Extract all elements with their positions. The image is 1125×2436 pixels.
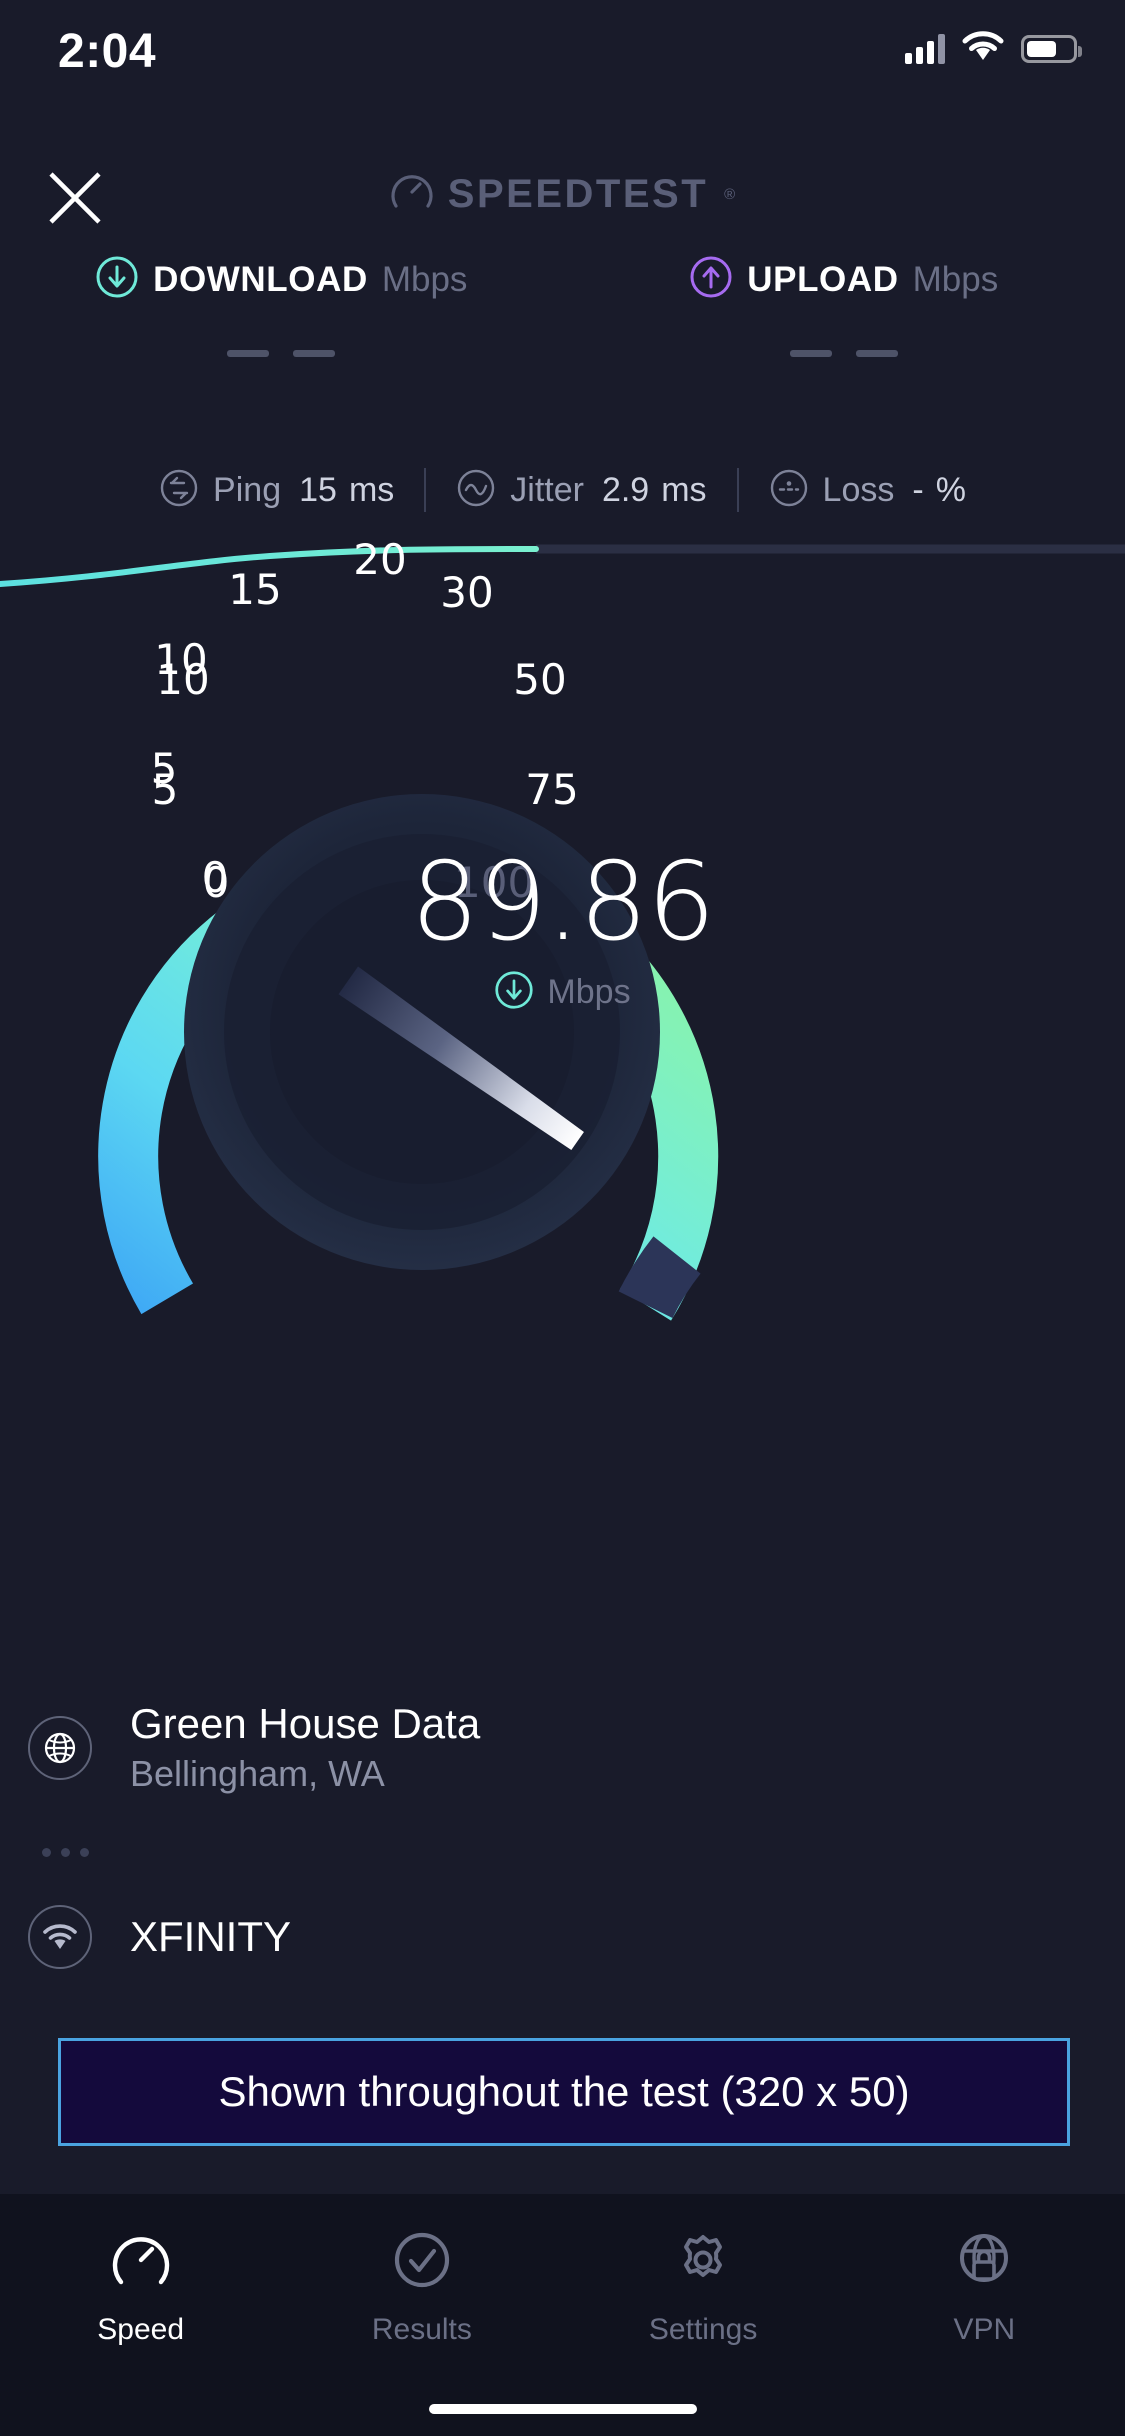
speedometer-icon — [109, 2228, 173, 2297]
globe-icon — [28, 1715, 92, 1780]
tab-speed[interactable]: Speed — [0, 2228, 281, 2347]
close-icon[interactable] — [45, 168, 105, 228]
brand-trademark: ® — [724, 186, 736, 203]
wifi-icon — [961, 30, 1005, 67]
metric-ping-unit: ms — [348, 470, 395, 509]
gauge-tick-0: 0 — [202, 853, 229, 902]
measurement-values — [0, 350, 1125, 357]
download-arrow-icon — [95, 255, 139, 304]
server-location: Bellingham, WA — [130, 1753, 385, 1795]
tab-results-label: Results — [371, 2313, 472, 2346]
ping-icon — [159, 468, 199, 513]
speedtest-gauge-logo-icon — [390, 170, 434, 219]
status-time: 2:04 — [58, 25, 157, 78]
ad-banner-text: Shown throughout the test (320 x 50) — [218, 2068, 910, 2115]
metric-loss-label: Loss — [822, 470, 895, 509]
ad-banner[interactable]: Shown throughout the test (320 x 50) — [58, 2038, 1070, 2146]
isp-name: XFINITY — [130, 1912, 292, 1960]
status-bar: 2:04 — [0, 0, 1125, 120]
gauge-tick-10: 10 — [154, 635, 207, 684]
bottom-tab-bar: Speed Results Settings — [0, 2194, 1125, 2436]
measurement-headers: DOWNLOAD Mbps UPLOAD Mbps — [0, 255, 1125, 304]
metric-jitter-label: Jitter — [510, 470, 584, 509]
gauge-tick-label: 30 — [440, 568, 494, 617]
metric-jitter-unit: ms — [661, 470, 707, 509]
metric-ping-value: 15 — [299, 470, 337, 509]
metric-loss-value: - — [912, 470, 924, 509]
metric-ping: Ping 15 ms — [129, 468, 424, 513]
gauge-arc-remainder — [618, 1236, 701, 1319]
gauge-tick-label: 5 — [151, 765, 179, 814]
server-text-block: Green House Data Bellingham, WA — [130, 1700, 480, 1795]
tab-speed-label: Speed — [97, 2313, 184, 2346]
server-row[interactable]: Green House Data Bellingham, WA — [28, 1700, 480, 1795]
more-dots-icon[interactable] — [42, 1848, 89, 1857]
upload-label: UPLOAD — [747, 259, 899, 299]
download-unit: Mbps — [381, 259, 468, 299]
upload-header: UPLOAD Mbps — [563, 255, 1125, 304]
upload-value-placeholder — [563, 350, 1125, 357]
download-header: DOWNLOAD Mbps — [0, 255, 563, 304]
gauge-unit-label: Mbps — [547, 973, 631, 1011]
vpn-globe-lock-icon — [952, 2228, 1016, 2297]
gear-icon — [671, 2228, 735, 2297]
isp-row[interactable]: XFINITY — [28, 1905, 291, 1969]
server-name: Green House Data — [130, 1700, 481, 1747]
gauge-tick-5: 5 — [151, 744, 178, 793]
gauge-tick-label: 10 — [156, 655, 210, 704]
cellular-signal-icon — [905, 33, 945, 64]
upload-arrow-icon — [689, 255, 733, 304]
gauge-tick-label: 20 — [353, 535, 407, 584]
wifi-icon — [28, 1905, 92, 1969]
tab-settings[interactable]: Settings — [563, 2228, 844, 2347]
gauge-tick-label: 15 — [228, 565, 282, 614]
metric-loss: Loss - % — [739, 468, 996, 513]
metric-divider — [736, 468, 739, 512]
test-progress-graph — [0, 518, 1125, 598]
status-indicators — [905, 30, 1082, 67]
network-metrics: Ping 15 ms Jitter 2.9 ms — [0, 455, 1125, 525]
jitter-icon — [456, 468, 496, 513]
metric-divider — [424, 468, 427, 512]
speed-gauge: 0 5 10 15 20 15 30 10 50 5 75 0 100 89.8… — [0, 535, 1125, 1500]
metric-jitter-value: 2.9 — [601, 470, 650, 509]
progress-line — [0, 546, 539, 587]
brand-name: SPEEDTEST — [447, 172, 709, 216]
gauge-speed-value: 89.86 — [410, 840, 715, 965]
metric-jitter: Jitter 2.9 ms — [426, 468, 736, 513]
gauge-needle — [338, 966, 584, 1150]
gauge-tick-labels: 20 15 30 10 50 5 75 0 100 — [0, 535, 1125, 1500]
tab-vpn[interactable]: VPN — [844, 2228, 1125, 2347]
gauge-tick-label: 0 — [202, 858, 230, 907]
loss-icon — [769, 468, 809, 513]
gauge-speed-unit-row: Mbps — [0, 970, 1125, 1015]
tab-settings-label: Settings — [648, 2313, 758, 2346]
gauge-tick-label: 100 — [454, 858, 535, 907]
app-brand: SPEEDTEST ® — [0, 170, 1125, 219]
battery-icon — [1021, 34, 1082, 63]
home-indicator[interactable] — [428, 2404, 697, 2414]
metric-loss-unit: % — [935, 470, 966, 509]
check-circle-icon — [390, 2228, 454, 2297]
download-arrow-icon — [494, 970, 534, 1015]
gauge-tick-label: 75 — [525, 765, 579, 814]
tab-results[interactable]: Results — [281, 2228, 562, 2347]
download-value-placeholder — [0, 350, 563, 357]
tab-vpn-label: VPN — [953, 2313, 1016, 2346]
upload-unit: Mbps — [912, 259, 999, 299]
metric-ping-label: Ping — [213, 470, 282, 509]
download-label: DOWNLOAD — [153, 259, 368, 299]
gauge-tick-label: 50 — [513, 655, 567, 704]
